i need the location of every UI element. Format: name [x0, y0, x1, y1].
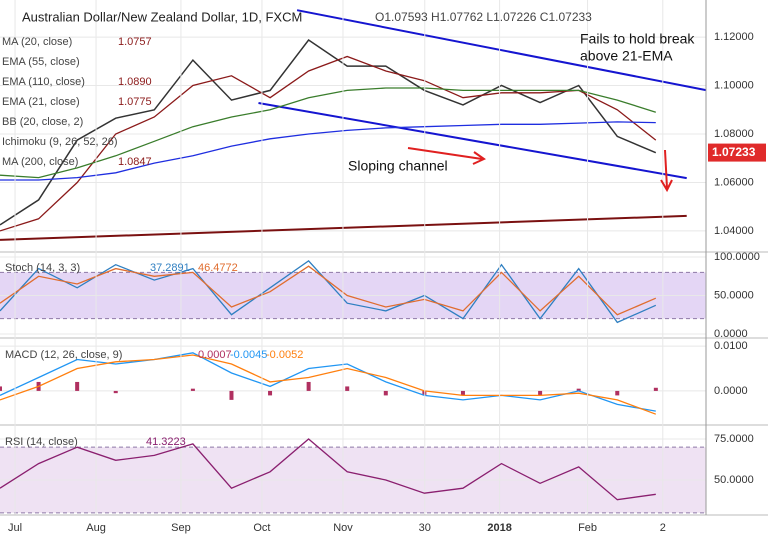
annotation: above 21-EMA — [580, 48, 673, 64]
x-tick-label: Aug — [86, 522, 106, 534]
annotation: Fails to hold break — [580, 31, 695, 47]
indicator-value: 1.0775 — [118, 96, 152, 108]
histogram-bar — [576, 388, 581, 391]
histogram-bar — [229, 390, 234, 400]
indicator-label: EMA (21, close) — [2, 96, 80, 108]
series-line — [0, 87, 656, 179]
annotation: Sloping channel — [348, 158, 448, 174]
histogram-bar — [538, 390, 543, 396]
series-line — [0, 265, 657, 316]
y-tick-label: 50.0000 — [714, 289, 754, 301]
chart-title: Australian Dollar/New Zealand Dollar, 1D… — [22, 9, 302, 24]
x-tick-label: Jul — [8, 522, 22, 534]
indicator-label: EMA (55, close) — [2, 56, 80, 68]
y-tick-label: 0.0000 — [714, 328, 748, 340]
x-tick-label: Oct — [253, 522, 270, 534]
y-tick-label: 0.0000 — [714, 385, 748, 397]
value-label: 46.4772 — [198, 262, 238, 274]
price-label: 1.07233 — [712, 145, 756, 159]
y-tick-label: 75.0000 — [714, 433, 754, 445]
y-tick-label: 50.0000 — [714, 474, 754, 486]
y-tick-label: 1.04000 — [714, 225, 754, 237]
y-tick-label: 1.06000 — [714, 176, 754, 188]
series-line — [0, 38, 657, 226]
value-label: 0.0007 — [198, 349, 232, 361]
histogram-bar — [460, 390, 465, 396]
value-label: 41.3223 — [146, 436, 186, 448]
histogram-bar — [75, 381, 80, 391]
y-tick-label: 1.12000 — [714, 31, 754, 43]
indicator-label: EMA (110, close) — [2, 76, 85, 88]
trend-line — [296, 9, 707, 92]
y-tick-label: 0.0100 — [714, 340, 748, 352]
x-tick-label: Nov — [333, 522, 353, 534]
series-line — [0, 121, 656, 181]
ohlc: O1.07593 H1.07762 L1.07226 C1.07233 — [375, 10, 592, 24]
indicator-label: BB (20, close, 2) — [2, 116, 83, 128]
indicator-label: Ichimoku (9, 26, 52, 26) — [2, 136, 118, 148]
price-marker — [708, 143, 766, 162]
panel-title: MACD (12, 26, close, 9) — [5, 349, 122, 361]
histogram-bar — [268, 390, 273, 396]
trend-line — [258, 101, 687, 180]
histogram-bar — [383, 390, 388, 396]
indicator-value: 1.0757 — [118, 36, 152, 48]
histogram-bar — [615, 390, 620, 396]
histogram-bar — [113, 390, 118, 394]
histogram-bar — [306, 381, 311, 391]
y-tick-label: 1.10000 — [714, 79, 754, 91]
panel-title: RSI (14, close) — [5, 436, 78, 448]
indicator-label: MA (20, close) — [2, 36, 72, 48]
histogram-bar — [653, 387, 658, 391]
x-tick-label: 30 — [419, 522, 431, 534]
value-label: -0.0045 — [230, 349, 267, 361]
series-line — [0, 438, 656, 501]
arrow — [407, 147, 487, 165]
value-label: 37.2891 — [150, 262, 190, 274]
x-tick-label: 2018 — [487, 522, 511, 534]
series-line — [0, 55, 657, 232]
x-tick-label: Sep — [171, 522, 191, 534]
value-label: -0.0052 — [266, 349, 303, 361]
panel-title: Stoch (14, 3, 3) — [5, 262, 80, 274]
indicator-value: 1.0890 — [118, 76, 152, 88]
x-tick-label: Feb — [578, 522, 597, 534]
series-line — [0, 354, 657, 415]
y-tick-label: 1.08000 — [714, 128, 754, 140]
histogram-bar — [190, 388, 195, 391]
histogram-bar — [0, 386, 2, 391]
arrow — [660, 149, 673, 193]
indicator-label: MA (200, close) — [2, 156, 78, 168]
indicator-value: 1.0847 — [118, 156, 152, 168]
series-line — [0, 260, 657, 324]
histogram-bar — [345, 386, 350, 391]
x-tick-label: 2 — [660, 522, 666, 534]
y-tick-label: 100.0000 — [714, 251, 760, 263]
